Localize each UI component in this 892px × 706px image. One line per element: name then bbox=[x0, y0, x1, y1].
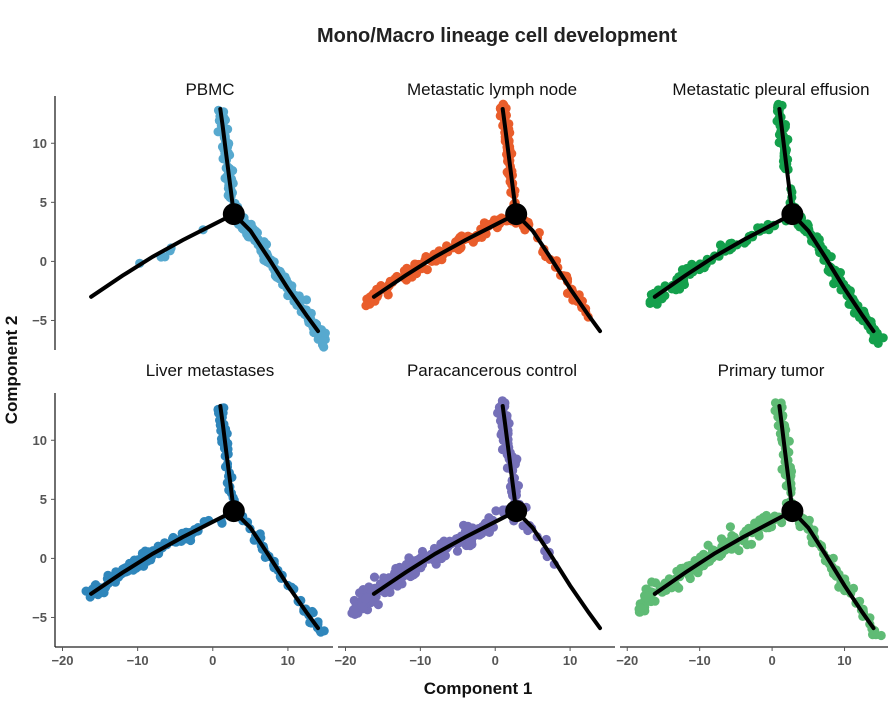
branch-point bbox=[781, 500, 804, 523]
data-point bbox=[725, 522, 736, 532]
data-point bbox=[727, 531, 737, 541]
trajectory-left-branch bbox=[89, 212, 236, 299]
data-point bbox=[754, 531, 764, 541]
trajectory-upper-branch bbox=[777, 404, 795, 514]
data-point bbox=[641, 592, 651, 603]
data-point bbox=[777, 464, 787, 474]
data-point bbox=[360, 594, 370, 604]
y-tick-label: 0 bbox=[40, 551, 47, 566]
trajectory-right-branch bbox=[231, 212, 320, 334]
panel-pbmc: PBMC bbox=[89, 80, 330, 352]
data-point bbox=[81, 586, 91, 596]
data-point bbox=[373, 600, 383, 610]
panel-title: Paracancerous control bbox=[407, 361, 577, 380]
x-tick-label: 10 bbox=[281, 653, 295, 668]
trajectory-upper-branch bbox=[777, 107, 795, 217]
panel-grid: PBMC Metastatic lymph node Metastatic pleu… bbox=[81, 80, 888, 641]
trajectory-right-branch bbox=[231, 509, 320, 631]
data-point bbox=[417, 546, 428, 557]
trajectory-right-branch bbox=[790, 509, 876, 631]
data-point bbox=[348, 605, 358, 615]
y-tick-label: 5 bbox=[40, 492, 47, 507]
data-point bbox=[477, 232, 487, 242]
figure-title: Mono/Macro lineage cell development bbox=[317, 25, 677, 47]
branch-point bbox=[222, 500, 245, 523]
data-point bbox=[361, 301, 371, 311]
y-tick-label: 5 bbox=[40, 195, 47, 210]
data-point bbox=[652, 297, 662, 307]
y-axis-label: Component 2 bbox=[2, 316, 21, 425]
trajectory-upper-branch bbox=[218, 107, 236, 217]
data-point bbox=[642, 584, 652, 594]
data-point bbox=[319, 342, 329, 352]
x-tick-label: −10 bbox=[689, 653, 711, 668]
branch-point bbox=[505, 203, 528, 226]
data-point bbox=[103, 570, 113, 580]
branch-point bbox=[222, 203, 245, 226]
branch-point bbox=[781, 203, 804, 226]
data-point bbox=[636, 603, 646, 613]
data-point bbox=[465, 541, 475, 551]
data-point bbox=[777, 518, 787, 528]
data-point bbox=[703, 540, 713, 550]
data-point bbox=[217, 518, 227, 528]
data-point bbox=[869, 330, 879, 340]
y-tick-label: 10 bbox=[33, 136, 47, 151]
trajectory-left-branch bbox=[371, 212, 519, 299]
data-point bbox=[369, 572, 380, 582]
panel-title: Metastatic pleural effusion bbox=[672, 80, 869, 99]
trajectory-left-branch bbox=[89, 509, 236, 596]
y-tick-label: −5 bbox=[32, 313, 47, 328]
x-tick-label: 0 bbox=[492, 653, 499, 668]
panel-paracancerous-control: Paracancerous control bbox=[347, 361, 602, 631]
data-point bbox=[139, 561, 149, 571]
data-point bbox=[645, 298, 655, 308]
x-tick-label: 0 bbox=[768, 653, 775, 668]
panel-title: Primary tumor bbox=[718, 361, 825, 380]
data-point bbox=[379, 573, 389, 583]
panel-title: Metastatic lymph node bbox=[407, 80, 577, 99]
panel-primary-tumor: Primary tumor bbox=[634, 361, 886, 641]
trajectory-upper-branch bbox=[218, 404, 236, 514]
data-point bbox=[301, 295, 312, 305]
y-tick-label: −5 bbox=[32, 610, 47, 625]
x-axis-label: Component 1 bbox=[424, 679, 533, 698]
panel-metastatic-pleural-effusion: Metastatic pleural effusion bbox=[645, 80, 888, 348]
data-point bbox=[484, 513, 494, 523]
y-tick-label: 0 bbox=[40, 254, 47, 269]
trajectory-right-branch bbox=[790, 212, 876, 334]
panel-title: Liver metastases bbox=[146, 361, 275, 380]
data-point bbox=[491, 506, 501, 516]
panel-metastatic-lymph-node: Metastatic lymph node bbox=[361, 80, 602, 334]
data-point bbox=[742, 540, 752, 550]
data-point bbox=[383, 290, 393, 300]
trajectory-right-branch bbox=[514, 509, 602, 631]
data-point bbox=[320, 328, 330, 338]
y-tick-label: 10 bbox=[33, 433, 47, 448]
trajectory-left-branch bbox=[652, 509, 795, 596]
trajectory-upper-branch bbox=[500, 107, 519, 217]
data-point bbox=[647, 577, 657, 587]
x-tick-label: −10 bbox=[127, 653, 149, 668]
x-tick-label: 0 bbox=[209, 653, 216, 668]
x-tick-label: −20 bbox=[51, 653, 73, 668]
data-point bbox=[409, 570, 419, 580]
trajectory-left-branch bbox=[652, 212, 795, 299]
x-tick-label: −20 bbox=[616, 653, 638, 668]
branch-point bbox=[505, 500, 528, 523]
panel-liver-metastases: Liver metastases bbox=[81, 361, 329, 637]
panel-title: PBMC bbox=[185, 80, 234, 99]
axes: −5 0 5 10 −5 0 5 10 −20 −10 0 10 −20 −10 0 10 −20 −10 0 10 bbox=[32, 96, 888, 668]
trajectory-left-branch bbox=[371, 509, 519, 596]
data-point bbox=[674, 583, 684, 593]
trajectory-upper-branch bbox=[500, 404, 519, 514]
x-tick-label: −10 bbox=[409, 653, 431, 668]
trajectory-right-branch bbox=[514, 212, 602, 334]
x-tick-label: −20 bbox=[334, 653, 356, 668]
data-point bbox=[452, 546, 463, 556]
x-tick-label: 10 bbox=[837, 653, 851, 668]
x-tick-label: 10 bbox=[563, 653, 577, 668]
